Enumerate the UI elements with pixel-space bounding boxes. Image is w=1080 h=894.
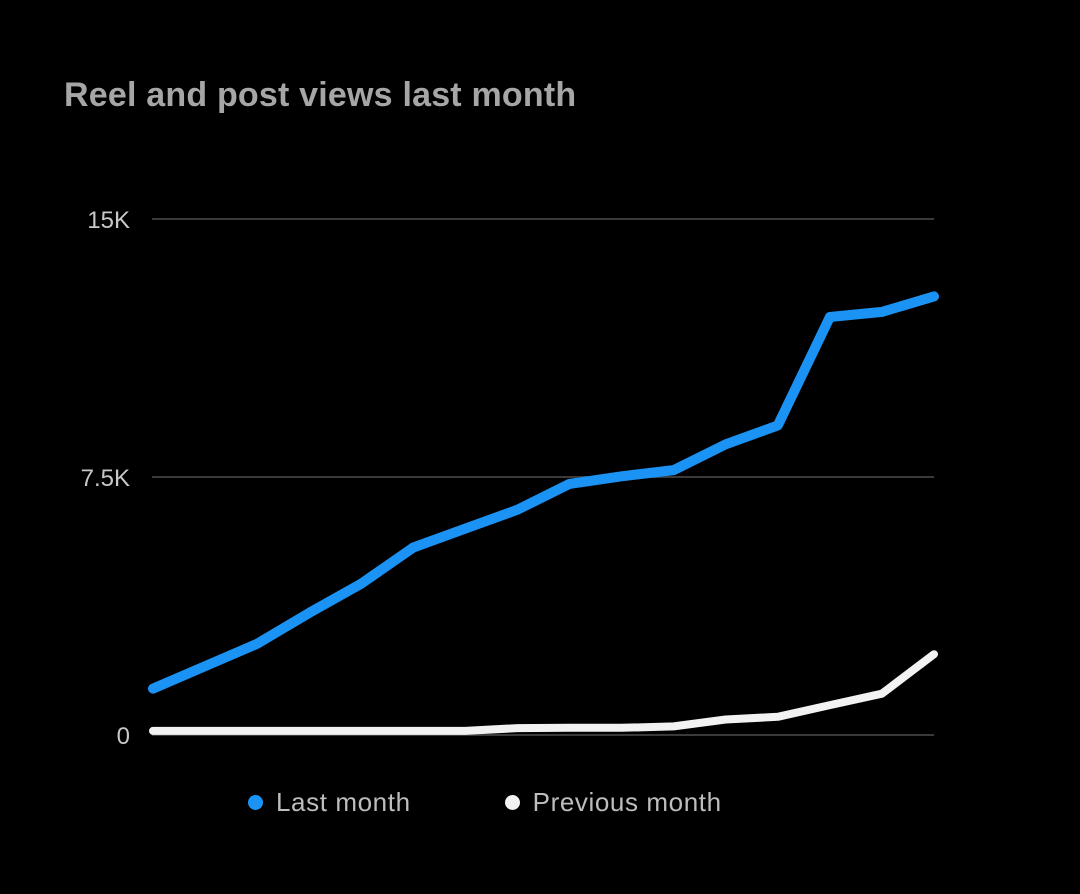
- legend-marker-last-month: [248, 795, 263, 810]
- legend-label-last-month: Last month: [276, 787, 411, 817]
- chart-title: Reel and post views last month: [64, 76, 577, 114]
- legend-item-last-month[interactable]: Last month: [248, 787, 411, 818]
- legend: Last month Previous month: [248, 787, 816, 818]
- series-line-last-month: [148, 291, 939, 694]
- y-tick-label-2: 15K: [87, 207, 130, 234]
- legend-marker-previous-month: [504, 795, 520, 810]
- legend-label-previous-month: Previous month: [532, 787, 722, 817]
- y-tick-label-1: 7.5K: [81, 465, 130, 492]
- series-line-previous-month: [149, 650, 938, 735]
- y-tick-label-0: 0: [117, 723, 130, 750]
- legend-item-previous-month[interactable]: Previous month: [504, 787, 722, 818]
